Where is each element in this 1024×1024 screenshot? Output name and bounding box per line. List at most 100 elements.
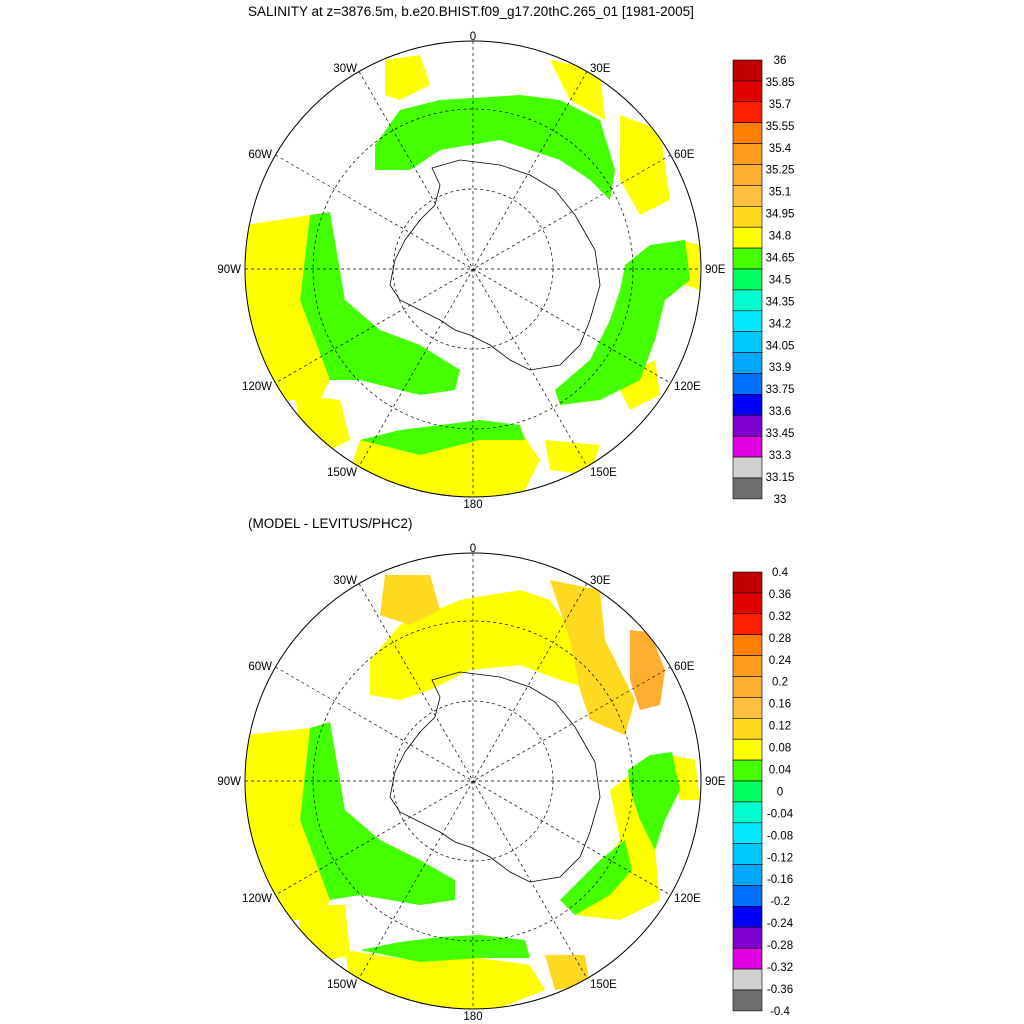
bottom-graticule [245, 553, 701, 1009]
top-lon-label-90e: 90E [705, 264, 726, 276]
top-colorbar-box [732, 164, 763, 186]
bottom-lon-label-120w: 120W [242, 893, 272, 905]
top-colorbar-box [732, 206, 763, 228]
bottom-colorbar-label: -0.24 [767, 918, 794, 930]
top-colorbar-box [732, 143, 763, 165]
bottom-colorbar-box [732, 613, 763, 635]
top-colorbar-label: 33.45 [766, 428, 795, 440]
bottom-colorbar-box [732, 697, 763, 719]
bottom-colorbar-label: 0.24 [769, 655, 792, 667]
top-lon-label-150w: 150W [327, 467, 357, 479]
top-colorbar: 36 35.85 35.7 35.55 35.4 35.25 35.1 34.95 34.8 34… [732, 55, 795, 506]
top-region-yellow [295, 395, 350, 450]
top-colorbar-box [732, 477, 763, 500]
top-colorbar-label: 35.55 [766, 121, 795, 133]
bottom-colorbar-label: 0.36 [769, 589, 791, 601]
bottom-colorbar-label: 0.04 [769, 765, 792, 777]
bottom-region-yellow [298, 905, 350, 960]
top-lon-label-120e: 120E [674, 381, 701, 393]
top-region-green [300, 212, 460, 395]
top-lon-label-120w: 120W [242, 381, 272, 393]
top-lon-label-180: 180 [463, 499, 482, 511]
top-colorbar-box [732, 352, 763, 374]
bottom-lon-label-150w: 150W [327, 979, 357, 991]
bottom-colorbar-box [732, 947, 763, 970]
top-colorbar-label: 33 [774, 494, 787, 506]
top-colorbar-label: 35.85 [766, 77, 795, 89]
top-colorbar-label: 33.15 [766, 472, 795, 484]
bottom-colorbar-box [732, 926, 763, 949]
top-colorbar-label: 33.3 [769, 450, 791, 462]
bottom-region-yellow [370, 590, 595, 700]
bottom-colorbar-box [732, 906, 763, 928]
top-colorbar-label: 34.95 [766, 209, 795, 221]
bottom-region-green [628, 752, 680, 850]
bottom-colorbar-label: 0.08 [769, 743, 791, 755]
bottom-colorbar-label: 0.4 [772, 567, 789, 579]
bottom-antarctica-coastline [389, 671, 601, 883]
bottom-region-orange [545, 955, 590, 990]
bottom-colorbar-box [732, 655, 763, 677]
bottom-colorbar-box [732, 968, 763, 991]
bottom-colorbar-box [732, 676, 763, 698]
top-colorbar-label: 35.7 [769, 99, 791, 111]
top-colorbar-box [732, 310, 763, 332]
top-colorbar-box [732, 185, 763, 207]
bottom-map-boundary [244, 552, 702, 1010]
top-colorbar-box [732, 435, 763, 458]
bottom-colorbar-box [732, 634, 763, 656]
bottom-lon-label-150e: 150E [590, 979, 617, 991]
bottom-colorbar-label: -0.28 [767, 940, 793, 952]
top-colorbar-label: 33.6 [769, 406, 791, 418]
bottom-region-green [300, 722, 455, 905]
bottom-lon-label-30e: 30E [590, 575, 611, 587]
top-colorbar-box [732, 456, 763, 479]
bottom-region-orange [380, 575, 440, 625]
bottom-colorbar-label: -0.4 [770, 1006, 790, 1018]
top-colorbar-label: 36 [774, 55, 787, 67]
top-region-green [555, 240, 690, 405]
top-polar-map: 0 30E 60E 90E 120E 150E 180 150W 120W 90… [217, 31, 794, 511]
bottom-colorbar-box [732, 738, 763, 761]
top-region-yellow [550, 60, 605, 120]
bottom-colorbar-label: 0.16 [769, 699, 791, 711]
top-region-yellow [615, 360, 660, 410]
bottom-lon-label-120e: 120E [674, 893, 701, 905]
bottom-region-dark-orange [630, 630, 665, 710]
top-colorbar-label: 34.2 [769, 318, 791, 330]
bottom-colorbar-box [732, 864, 763, 886]
top-colorbar-box [732, 289, 763, 312]
top-colorbar-box [732, 268, 763, 291]
top-colorbar-box [732, 331, 763, 353]
bottom-lon-label-60w: 60W [248, 661, 272, 673]
top-colorbar-label: 33.9 [769, 362, 791, 374]
top-graticule [245, 41, 701, 497]
bottom-colorbar-box [732, 989, 763, 1012]
top-colorbar-box [732, 247, 763, 270]
bottom-colorbar-label: -0.08 [767, 830, 793, 842]
bottom-lon-label-60e: 60E [674, 661, 695, 673]
top-colorbar-box [732, 80, 763, 103]
top-region-yellow [620, 115, 670, 215]
bottom-colorbar-box [732, 780, 763, 803]
top-colorbar-label: 33.75 [766, 384, 795, 396]
bottom-colorbar-label: -0.12 [767, 852, 793, 864]
top-colorbar-label: 35.25 [766, 165, 795, 177]
bottom-lon-label-180: 180 [463, 1011, 482, 1023]
bottom-polar-map: 0 30E 60E 90E 120E 150E 180 150W 120W 90… [217, 543, 793, 1023]
top-lon-label-150e: 150E [590, 467, 617, 479]
top-map-title: SALINITY at z=3876.5m, b.e20.BHIST.f09_g… [248, 4, 694, 19]
top-colorbar-box [732, 373, 763, 395]
bottom-colorbar-box [732, 885, 763, 907]
bottom-colorbar-label: -0.36 [767, 984, 793, 996]
bottom-colorbar-label: -0.32 [767, 962, 793, 974]
top-colorbar-box [732, 414, 763, 437]
bottom-colorbar-label: 0 [777, 786, 783, 798]
top-map-boundary [244, 40, 702, 498]
top-region-yellow [545, 440, 600, 475]
bottom-colorbar-box [732, 843, 763, 865]
bottom-colorbar-label: -0.16 [767, 874, 793, 886]
top-lon-label-90w: 90W [217, 264, 241, 276]
top-region-yellow [246, 215, 330, 400]
